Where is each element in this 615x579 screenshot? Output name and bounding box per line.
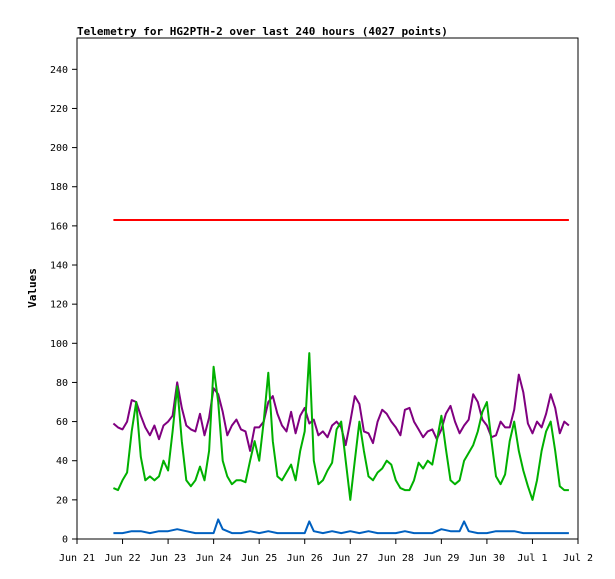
y-tick-label: 80 [56,378,68,389]
x-tick-label: Jun 26 [287,553,323,564]
x-tick-label: Jul 2 [563,553,593,564]
x-tick-label: Jun 22 [104,553,140,564]
y-tick-label: 100 [50,339,68,350]
x-tick-label: Jun 24 [196,553,232,564]
y-tick-label: 140 [50,261,68,272]
y-axis: 0 20 40 60 80 100 120 140 160 180 200 220 240 [50,65,77,546]
x-tick-label: Jun 21 [59,553,95,564]
y-tick-label: 220 [50,104,68,115]
x-tick-label: Jun 27 [332,553,368,564]
x-tick-label: Jun 28 [378,553,414,564]
y-tick-label: 20 [56,495,68,506]
y-tick-label: 160 [50,221,68,232]
y-tick-label: 40 [56,456,68,467]
x-tick-label: Jun 25 [241,553,277,564]
y-tick-label: 120 [50,300,68,311]
x-tick-label: Jun 30 [469,553,505,564]
x-tick-label: Jul 1 [517,553,547,564]
x-axis: Jun 21 Jun 22 Jun 23 Jun 24 Jun 25 Jun 26 Jun … [59,539,593,564]
x-tick-label: Jun 23 [150,553,186,564]
y-tick-label: 0 [62,535,68,546]
chart-title: Telemetry for HG2PTH-2 over last 240 hou… [77,25,448,38]
y-tick-label: 180 [50,182,68,193]
plot-area [76,37,579,540]
y-axis-label: Values [26,268,39,308]
y-tick-label: 200 [50,143,68,154]
y-tick-label: 240 [50,65,68,76]
series-line-3 [113,352,569,501]
x-tick-label: Jun 29 [423,553,459,564]
series-layer [112,219,570,535]
series-line-4 [113,518,569,535]
y-tick-label: 60 [56,417,68,428]
